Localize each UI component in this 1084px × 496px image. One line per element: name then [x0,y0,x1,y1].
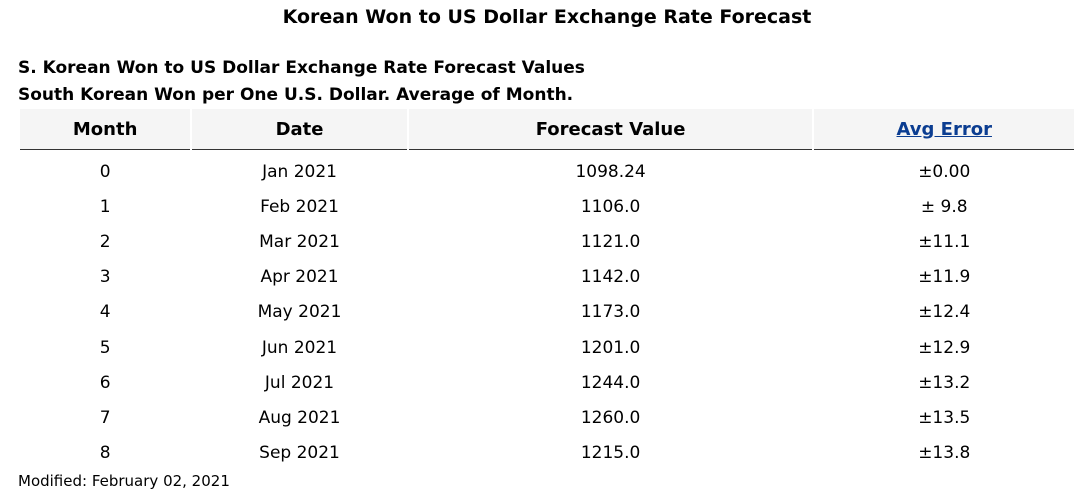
cell-forecast-value: 1215.0 [580,443,641,464]
table-row: 7 Aug 2021 1260.0 ±13.5 [20,400,1074,435]
forecast-table: Month Date Forecast Value Avg Error 0 Ja… [18,109,1076,471]
caption-line-title: S. Korean Won to US Dollar Exchange Rate… [18,58,585,78]
cell-date: Sep 2021 [259,443,340,464]
cell-date: May 2021 [257,302,342,323]
header-row: Month Date Forecast Value Avg Error [20,109,1074,150]
cell-avg-error: ±0.00 [918,161,971,182]
table-row: 0 Jan 2021 1098.24 ±0.00 [20,150,1074,189]
cell-avg-error: ±12.9 [918,337,971,358]
table-row: 5 Jun 2021 1201.0 ±12.9 [20,330,1074,365]
header-avg-error: Avg Error [814,109,1074,150]
cell-forecast-value: 1106.0 [580,196,641,217]
cell-month: 4 [99,302,111,323]
cell-avg-error: ±13.8 [918,443,971,464]
cell-forecast-value: 1201.0 [580,337,641,358]
cell-forecast-value: 1173.0 [580,302,641,323]
cell-forecast-value: 1098.24 [575,161,646,182]
cell-month: 1 [99,196,111,217]
header-date: Date [192,109,407,150]
page-title: Korean Won to US Dollar Exchange Rate Fo… [282,6,812,28]
table-caption: S. Korean Won to US Dollar Exchange Rate… [18,55,585,109]
cell-avg-error: ±11.9 [918,267,971,288]
caption-line-units: South Korean Won per One U.S. Dollar. Av… [18,85,574,105]
cell-date: Jan 2021 [262,161,337,182]
table-row: 3 Apr 2021 1142.0 ±11.9 [20,260,1074,295]
cell-forecast-value: 1121.0 [580,231,641,252]
cell-avg-error: ±13.2 [918,372,971,393]
table-row: 4 May 2021 1173.0 ±12.4 [20,295,1074,330]
cell-date: Aug 2021 [258,407,341,428]
table-row: 6 Jul 2021 1244.0 ±13.2 [20,365,1074,400]
cell-month: 5 [99,337,111,358]
cell-month: 6 [99,372,111,393]
cell-date: Jun 2021 [261,337,338,358]
modified-date: Modified: February 02, 2021 [18,472,230,490]
cell-date: Apr 2021 [260,267,339,288]
table-row: 2 Mar 2021 1121.0 ±11.1 [20,224,1074,259]
cell-date: Feb 2021 [260,196,339,217]
cell-forecast-value: 1142.0 [580,267,641,288]
header-month: Month [20,109,191,150]
cell-forecast-value: 1244.0 [580,372,641,393]
cell-avg-error: ± 9.8 [920,196,968,217]
header-forecast-value: Forecast Value [408,109,813,150]
cell-date: Jul 2021 [264,372,335,393]
cell-avg-error: ±13.5 [918,407,971,428]
cell-avg-error: ±11.1 [918,231,971,252]
avg-error-link[interactable]: Avg Error [896,118,992,140]
cell-month: 2 [99,231,111,252]
cell-avg-error: ±12.4 [918,302,971,323]
cell-month: 0 [99,161,111,182]
cell-date: Mar 2021 [259,231,340,252]
cell-forecast-value: 1260.0 [580,407,641,428]
cell-month: 8 [99,443,111,464]
table-row: 8 Sep 2021 1215.0 ±13.8 [20,436,1074,471]
cell-month: 3 [99,267,111,288]
cell-month: 7 [99,407,111,428]
table-row: 1 Feb 2021 1106.0 ± 9.8 [20,189,1074,224]
